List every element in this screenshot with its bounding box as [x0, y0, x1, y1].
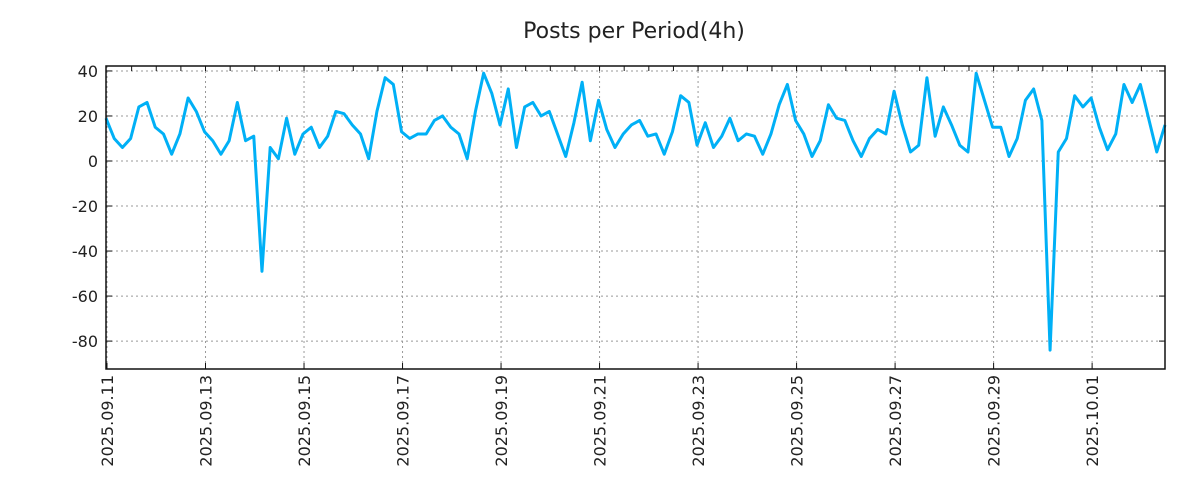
chart-title: Posts per Period(4h)	[523, 19, 745, 44]
x-tick-label: 2025.09.11	[98, 375, 117, 467]
y-tick-label: -20	[72, 197, 98, 216]
x-tick-label: 2025.10.01	[1083, 375, 1102, 467]
x-tick-label: 2025.09.21	[591, 375, 610, 467]
x-tick-label: 2025.09.13	[197, 375, 216, 467]
x-tick-label: 2025.09.25	[788, 375, 807, 467]
y-tick-labels: 40 20 0 -20 -40 -60 -80	[72, 62, 98, 351]
x-tick-label: 2025.09.29	[985, 375, 1004, 467]
x-tick-label: 2025.09.15	[295, 375, 314, 467]
x-tick-label: 2025.09.19	[492, 375, 511, 467]
x-tick-label: 2025.09.27	[886, 375, 905, 467]
x-tick-labels: 2025.09.11 2025.09.13 2025.09.15 2025.09.17…	[98, 375, 1102, 467]
x-tick-label: 2025.09.23	[689, 375, 708, 467]
y-tick-label: -80	[72, 332, 98, 351]
y-tick-label: 40	[78, 62, 98, 81]
y-tick-label: -60	[72, 287, 98, 306]
y-tick-label: -40	[72, 242, 98, 261]
x-tick-label: 2025.09.17	[394, 375, 413, 467]
y-tick-label: 20	[78, 107, 98, 126]
series-line-posts	[106, 73, 1165, 350]
y-tick-label: 0	[88, 152, 98, 171]
